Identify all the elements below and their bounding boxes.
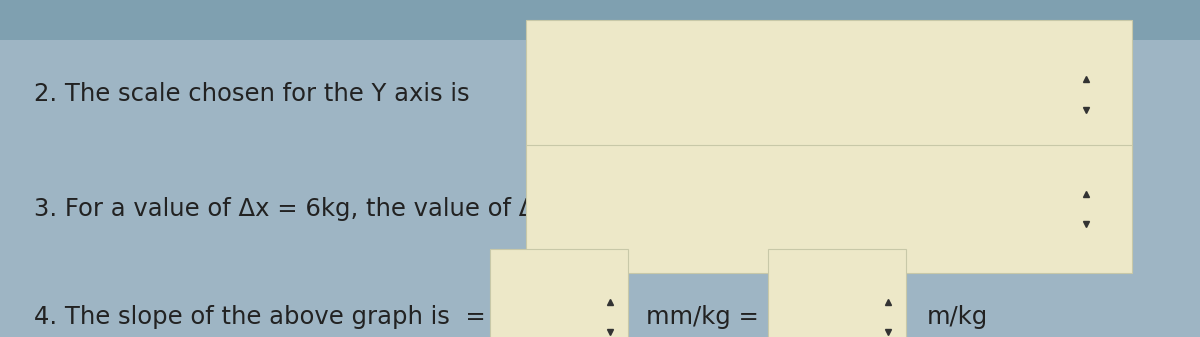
Text: mm/kg =: mm/kg =: [646, 305, 758, 329]
Text: 4. The slope of the above graph is  =: 4. The slope of the above graph is =: [34, 305, 485, 329]
Text: 3. For a value of Δx = 6kg, the value of Δy =: 3. For a value of Δx = 6kg, the value of…: [34, 197, 577, 221]
Text: 2. The scale chosen for the Y axis is: 2. The scale chosen for the Y axis is: [34, 82, 469, 106]
FancyBboxPatch shape: [490, 249, 628, 337]
FancyBboxPatch shape: [768, 249, 906, 337]
FancyBboxPatch shape: [0, 0, 1200, 40]
FancyBboxPatch shape: [526, 145, 1132, 273]
Text: m/kg: m/kg: [926, 305, 988, 329]
FancyBboxPatch shape: [526, 20, 1132, 162]
